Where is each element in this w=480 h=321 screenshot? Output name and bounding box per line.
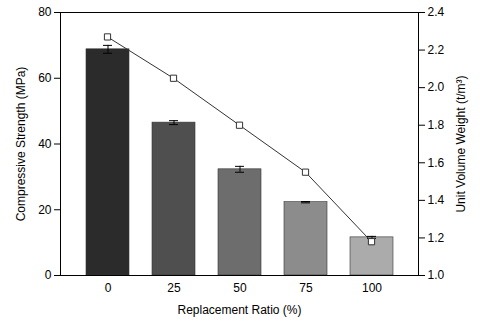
svg-text:25: 25 — [167, 281, 181, 295]
svg-text:2.4: 2.4 — [428, 5, 445, 19]
svg-text:Replacement Ratio (%): Replacement Ratio (%) — [177, 303, 301, 317]
svg-text:1.6: 1.6 — [428, 156, 445, 170]
svg-text:1.4: 1.4 — [428, 193, 445, 207]
svg-text:Compressive Strength (MPa): Compressive Strength (MPa) — [14, 67, 28, 222]
svg-text:40: 40 — [38, 137, 52, 151]
svg-text:0: 0 — [45, 268, 52, 282]
svg-text:1.2: 1.2 — [428, 231, 445, 245]
svg-text:60: 60 — [38, 71, 52, 85]
svg-text:75: 75 — [299, 281, 313, 295]
svg-text:80: 80 — [38, 5, 52, 19]
svg-text:2.2: 2.2 — [428, 43, 445, 57]
svg-text:1.0: 1.0 — [428, 268, 445, 282]
svg-text:50: 50 — [233, 281, 247, 295]
svg-text:2.0: 2.0 — [428, 80, 445, 94]
svg-text:0: 0 — [105, 281, 112, 295]
svg-text:1.8: 1.8 — [428, 118, 445, 132]
svg-text:100: 100 — [362, 281, 382, 295]
svg-text:Unit Volume Weight (t/m³): Unit Volume Weight (t/m³) — [454, 75, 468, 212]
svg-text:20: 20 — [38, 203, 52, 217]
